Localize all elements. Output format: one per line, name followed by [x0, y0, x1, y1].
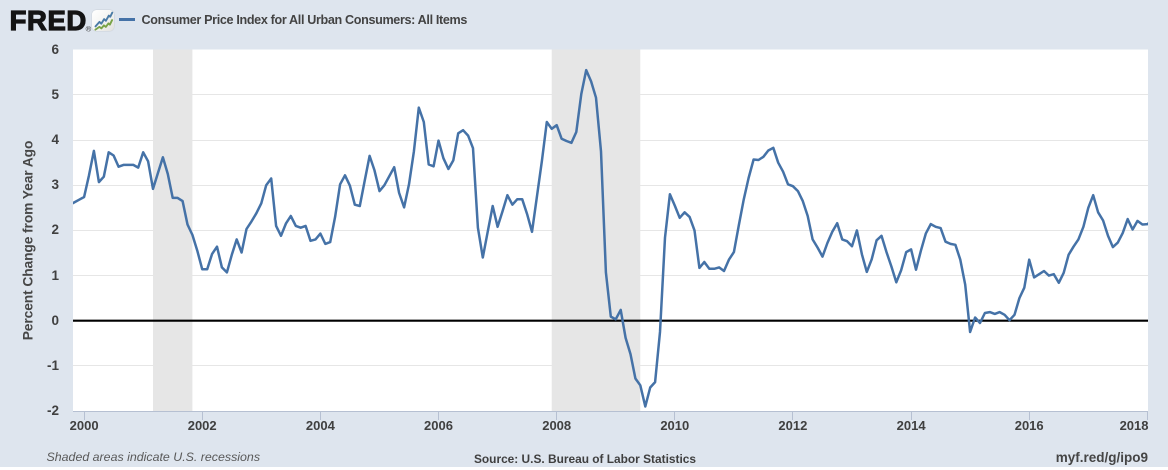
svg-text:®: ® [86, 25, 92, 34]
svg-text:FRED: FRED [10, 5, 87, 36]
